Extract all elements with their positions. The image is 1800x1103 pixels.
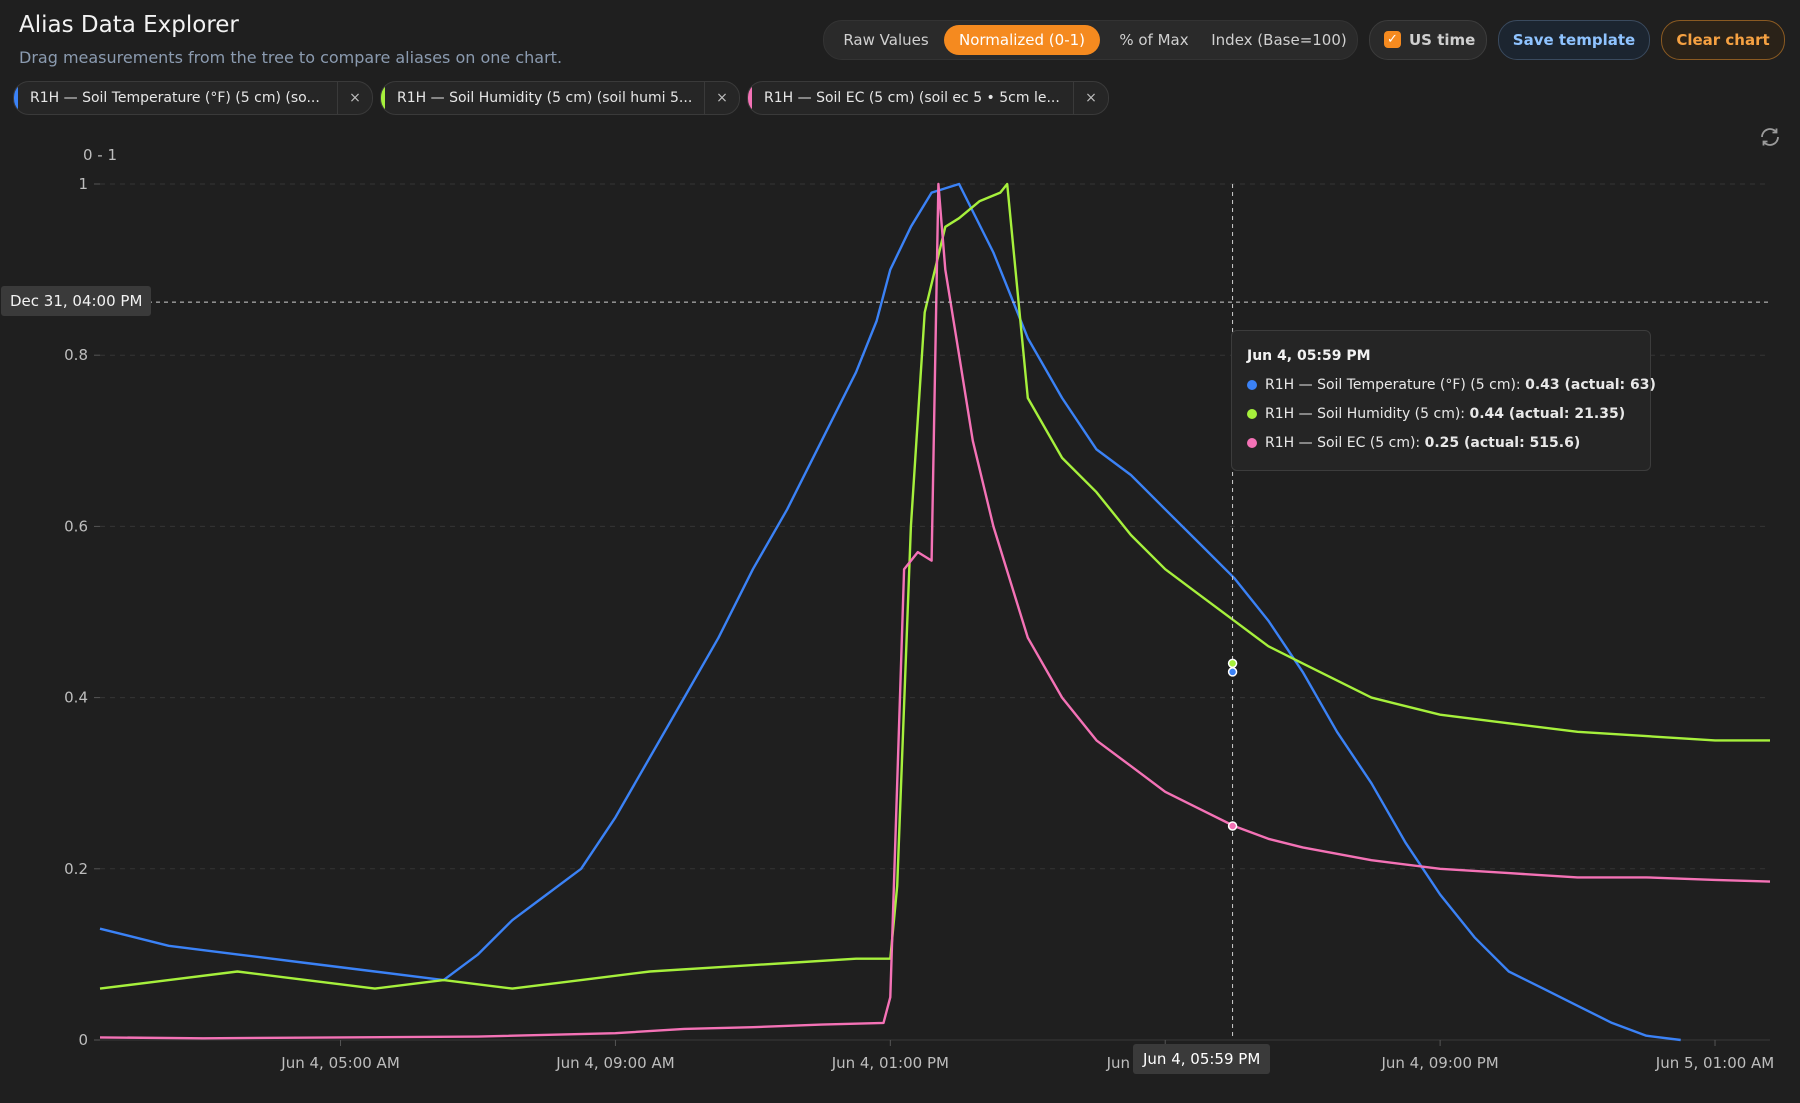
tooltip-row-value: 0.44 (actual: 21.35) <box>1469 406 1626 422</box>
series-dot-icon <box>1247 409 1257 419</box>
chip-color-accent <box>14 82 18 114</box>
chip-close-icon[interactable]: × <box>1073 82 1108 114</box>
x-tick-label: Jun 4, 05:00 AM <box>280 1054 399 1072</box>
save-template-button[interactable]: Save template <box>1498 20 1650 60</box>
chip-close-icon[interactable]: × <box>337 82 372 114</box>
view-mode-segmented-control: Raw Values Normalized (0-1) % of Max Ind… <box>823 20 1358 60</box>
hover-marker <box>1227 667 1238 677</box>
us-time-toggle[interactable]: ✓ US time <box>1369 20 1487 60</box>
check-icon[interactable]: ✓ <box>1384 31 1401 48</box>
hover-marker <box>1227 658 1238 669</box>
chart-tooltip: Jun 4, 05:59 PM R1H — Soil Temperature (… <box>1231 330 1656 471</box>
chip-color-accent <box>381 82 385 114</box>
y-tick-label: 1 <box>78 175 88 193</box>
crosshair-y-label: Dec 31, 04:00 PM <box>1 286 152 316</box>
hover-markers <box>1227 658 1238 831</box>
y-tick-label: 0.2 <box>64 860 88 878</box>
clear-chart-button[interactable]: Clear chart <box>1661 20 1785 60</box>
tooltip-row-soil-ec: R1H — Soil EC (5 cm): 0.25 (actual: 515.… <box>1247 435 1580 451</box>
tooltip-row-label: R1H — Soil Humidity (5 cm): <box>1265 406 1466 422</box>
series-line-2 <box>99 182 1771 1040</box>
chip-label: R1H — Soil EC (5 cm) (soil ec 5 • 5cm le… <box>764 90 1060 106</box>
view-mode-normalized[interactable]: Normalized (0-1) <box>944 25 1100 55</box>
tooltip-row-value: 0.43 (actual: 63) <box>1525 377 1656 393</box>
crosshair <box>100 184 1770 1040</box>
series-line-1 <box>99 182 1770 990</box>
us-time-label: US time <box>1409 31 1476 49</box>
series-chip-soil-ec[interactable]: R1H — Soil EC (5 cm) (soil ec 5 • 5cm le… <box>747 81 1109 115</box>
tooltip-row-soil-humidity: R1H — Soil Humidity (5 cm): 0.44 (actual… <box>1247 406 1625 422</box>
app-subtitle: Drag measurements from the tree to compa… <box>19 48 563 67</box>
x-axis: Jun 4, 05:00 AM Jun 4, 09:00 AM Jun 4, 01:… <box>280 1040 1774 1072</box>
app-title: Alias Data Explorer <box>19 12 239 38</box>
y-tick-label: 0.4 <box>64 689 88 707</box>
y-axis-title: 0 - 1 <box>83 146 117 164</box>
chip-color-accent <box>748 82 752 114</box>
x-tick-label: Jun 5, 01:00 AM <box>1655 1054 1774 1072</box>
view-mode-index-base-100[interactable]: Index (Base=100) <box>1211 31 1347 49</box>
series-chip-soil-temperature[interactable]: R1H — Soil Temperature (°F) (5 cm) (so..… <box>13 81 373 115</box>
x-tick-label: Jun 4, 09:00 PM <box>1380 1054 1498 1072</box>
hover-marker <box>1227 821 1238 831</box>
y-tick-label: 0.8 <box>64 346 88 364</box>
chip-label: R1H — Soil Humidity (5 cm) (soil humi 5.… <box>397 90 693 106</box>
tooltip-row-soil-temperature: R1H — Soil Temperature (°F) (5 cm): 0.43… <box>1247 377 1656 393</box>
view-mode-raw-values[interactable]: Raw Values <box>843 31 929 49</box>
chart-series <box>99 182 1771 1042</box>
chart-grid <box>100 183 1770 1041</box>
series-dot-icon <box>1247 380 1257 390</box>
y-tick-label: 0.6 <box>64 517 88 535</box>
y-tick-label: 0 <box>78 1031 88 1049</box>
x-tick-label: Jun 4, 09:00 AM <box>555 1054 674 1072</box>
tooltip-row-label: R1H — Soil Temperature (°F) (5 cm): <box>1265 377 1521 393</box>
chip-label: R1H — Soil Temperature (°F) (5 cm) (so..… <box>30 90 320 106</box>
chip-close-icon[interactable]: × <box>704 82 739 114</box>
series-chip-soil-humidity[interactable]: R1H — Soil Humidity (5 cm) (soil humi 5.… <box>380 81 740 115</box>
line-chart[interactable]: 0 - 100.20.40.60.81 Jun 4, 05:00 AM Jun 4… <box>0 130 1800 1103</box>
y-axis: 0 - 1 0 0.2 0.4 0.6 0.8 1 <box>64 146 117 1049</box>
crosshair-x-label: Jun 4, 05:59 PM <box>1133 1044 1271 1074</box>
tooltip-title: Jun 4, 05:59 PM <box>1247 348 1371 364</box>
refresh-icon[interactable] <box>1758 125 1782 149</box>
view-mode-percent-of-max[interactable]: % of Max <box>1119 31 1189 49</box>
tooltip-row-value: 0.25 (actual: 515.6) <box>1424 435 1581 451</box>
x-tick-label: Jun 4, 01:00 PM <box>831 1054 949 1072</box>
series-line-0 <box>99 182 1681 1042</box>
tooltip-row-label: R1H — Soil EC (5 cm): <box>1265 435 1421 451</box>
series-dot-icon <box>1247 438 1257 448</box>
